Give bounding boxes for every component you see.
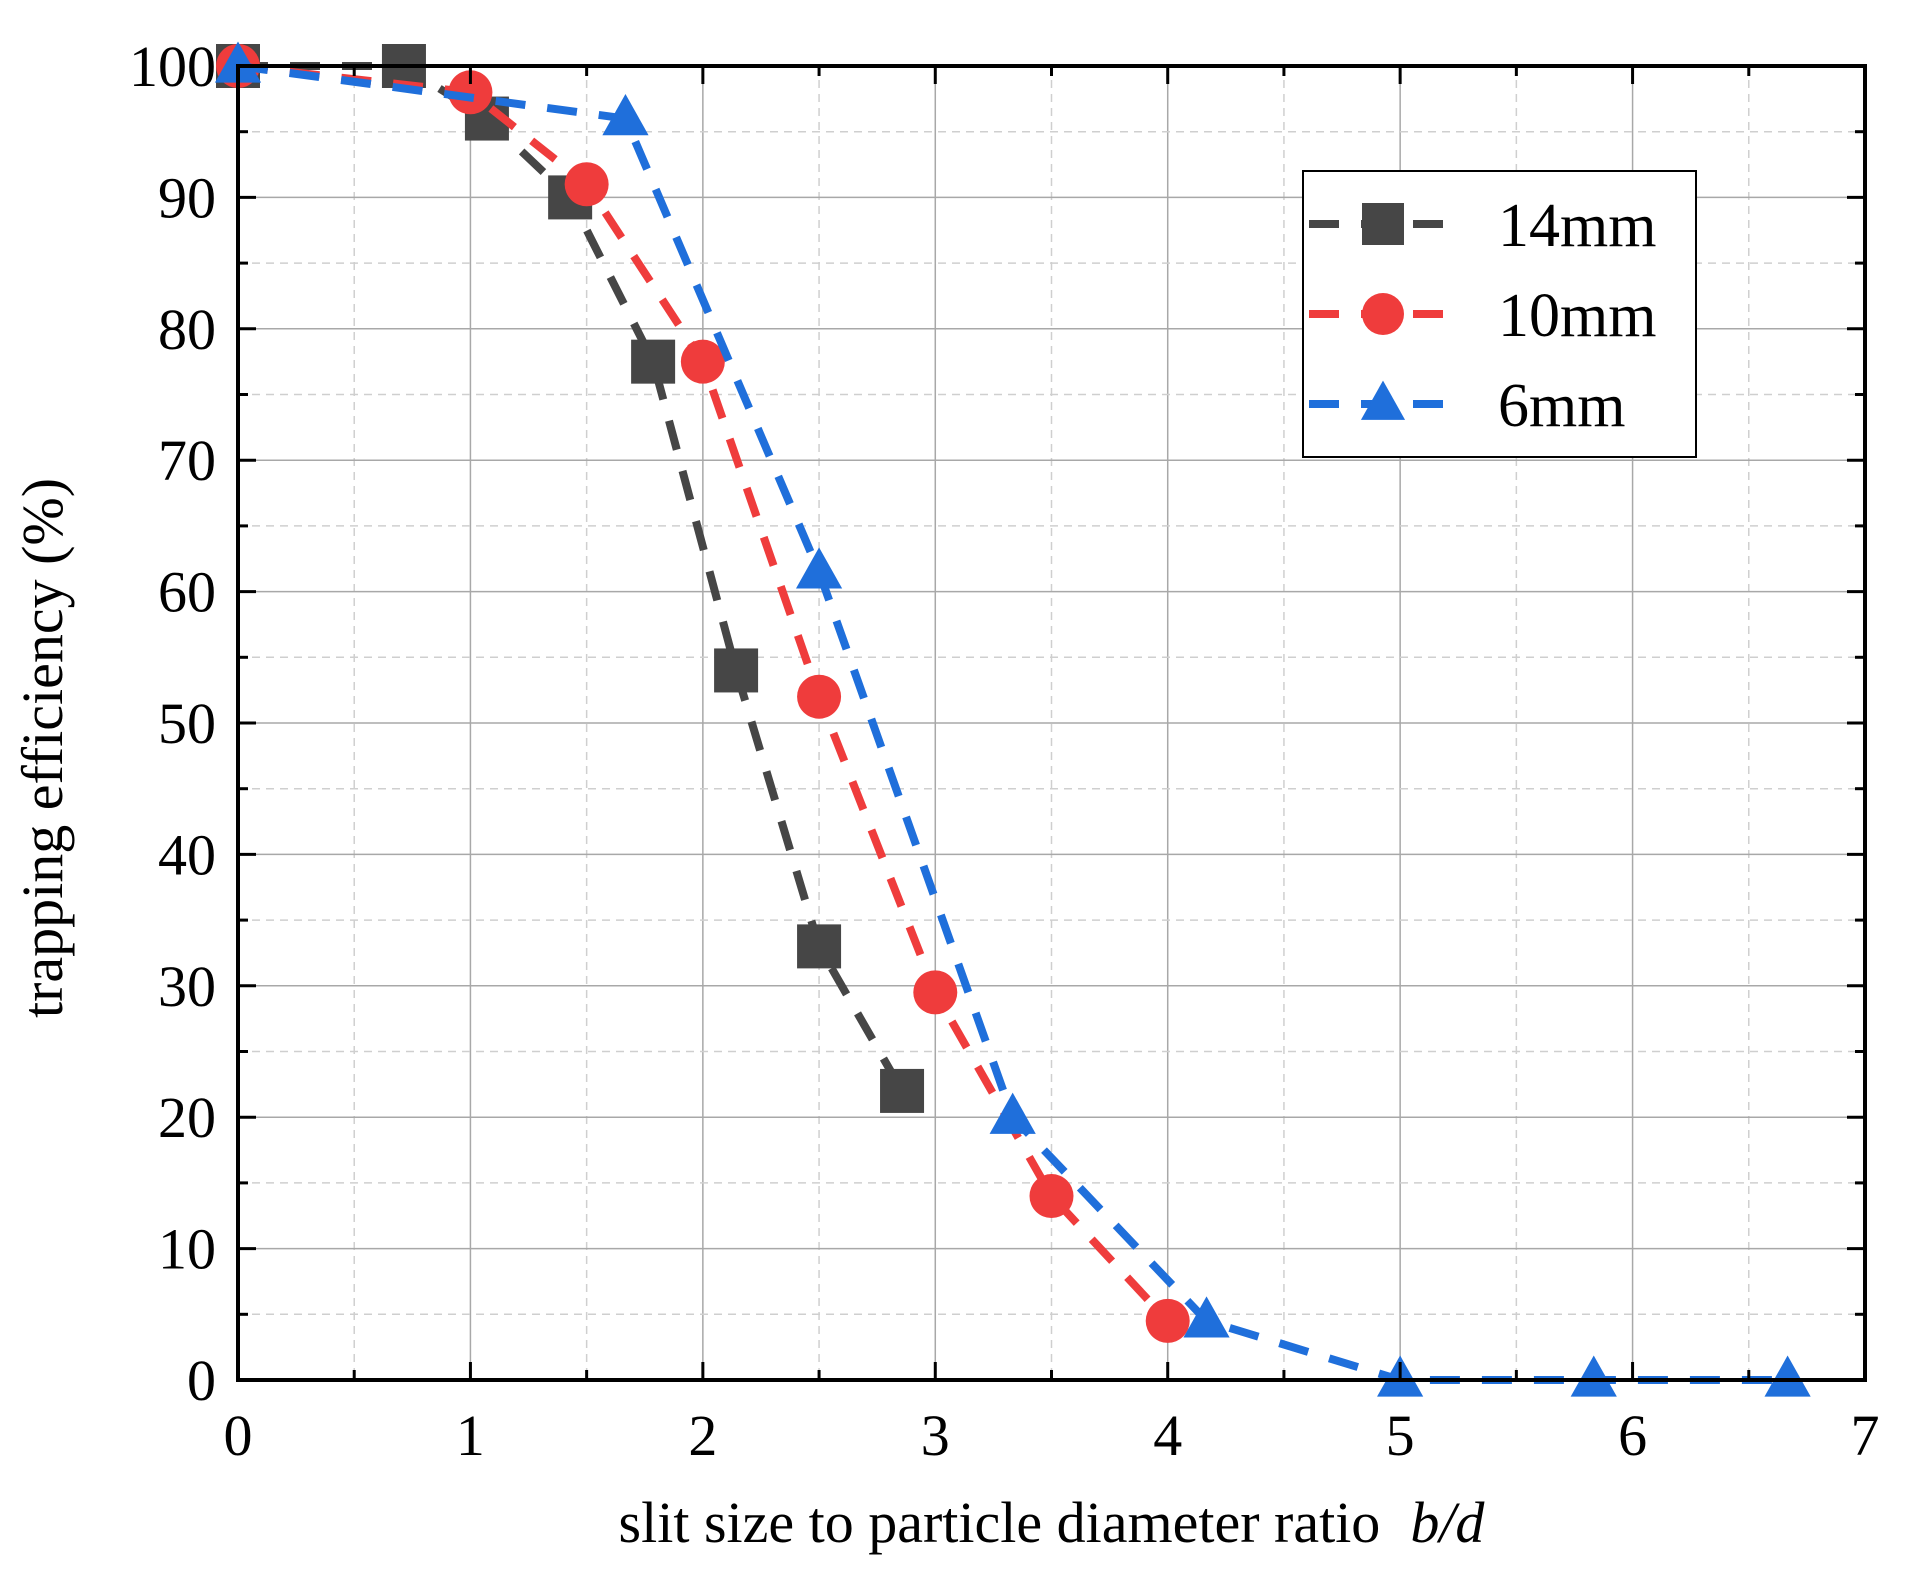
y-tick-label: 100 [129, 34, 216, 99]
data-point-6mm [1183, 1296, 1230, 1338]
data-point-14mm [714, 648, 759, 693]
legend-marker-14mm [1362, 203, 1404, 245]
y-tick-label: 70 [158, 428, 216, 493]
y-tick-label: 30 [158, 954, 216, 1019]
data-point-10mm [1145, 1298, 1190, 1343]
legend-item-14mm: 14mm [1309, 192, 1656, 260]
series-10mm [216, 44, 1190, 1343]
data-point-10mm [564, 162, 609, 207]
x-tick-label: 1 [456, 1403, 485, 1468]
x-tick-label: 2 [688, 1403, 717, 1468]
x-tick-label: 5 [1386, 1403, 1415, 1468]
y-tick-label: 50 [158, 691, 216, 756]
data-point-10mm [448, 70, 493, 115]
x-axis-title-text: slit size to particle diameter ratio [619, 1490, 1381, 1555]
y-tick-label: 80 [158, 297, 216, 362]
data-point-6mm [1570, 1355, 1617, 1397]
x-tick-label: 0 [224, 1403, 253, 1468]
data-point-6mm [214, 41, 262, 83]
x-axis-title-symbol: b/d [1410, 1490, 1485, 1555]
data-point-10mm [1029, 1174, 1074, 1219]
legend-label-14mm: 14mm [1498, 192, 1656, 260]
legend-marker-6mm [1360, 380, 1406, 420]
data-point-14mm [797, 924, 842, 969]
legend-marker-10mm [1362, 293, 1404, 335]
y-tick-label: 0 [187, 1348, 216, 1413]
x-axis-title: slit size to particle diameter ratio b/d [619, 1490, 1486, 1555]
x-tick-label: 4 [1153, 1403, 1182, 1468]
legend-item-6mm: 6mm [1309, 372, 1625, 440]
y-tick-label: 90 [158, 165, 216, 230]
data-point-6mm [1764, 1355, 1811, 1397]
legend-label-6mm: 6mm [1498, 372, 1625, 440]
y-tick-label: 10 [158, 1217, 216, 1282]
x-tick-label: 3 [921, 1403, 950, 1468]
legend-item-10mm: 10mm [1309, 282, 1656, 350]
legend-label-10mm: 10mm [1498, 282, 1656, 350]
series-layer [214, 41, 1811, 1397]
y-tick-label: 20 [158, 1085, 216, 1150]
y-tick-label: 40 [158, 822, 216, 887]
x-tick-label: 7 [1851, 1403, 1880, 1468]
data-point-6mm [602, 94, 649, 136]
data-point-14mm [880, 1068, 925, 1113]
data-point-6mm [989, 1092, 1036, 1134]
data-point-10mm [913, 970, 958, 1015]
y-tick-label: 60 [158, 560, 216, 625]
y-axis-title: trapping efficiency (%) [10, 478, 75, 1018]
x-tick-label: 6 [1618, 1403, 1647, 1468]
data-point-10mm [797, 674, 842, 719]
data-point-6mm [795, 547, 843, 589]
legend: 14mm 10mm 6mm [1302, 170, 1697, 458]
series-line-10mm [237, 62, 1171, 1324]
data-point-10mm [680, 339, 725, 384]
data-point-14mm [631, 339, 676, 384]
